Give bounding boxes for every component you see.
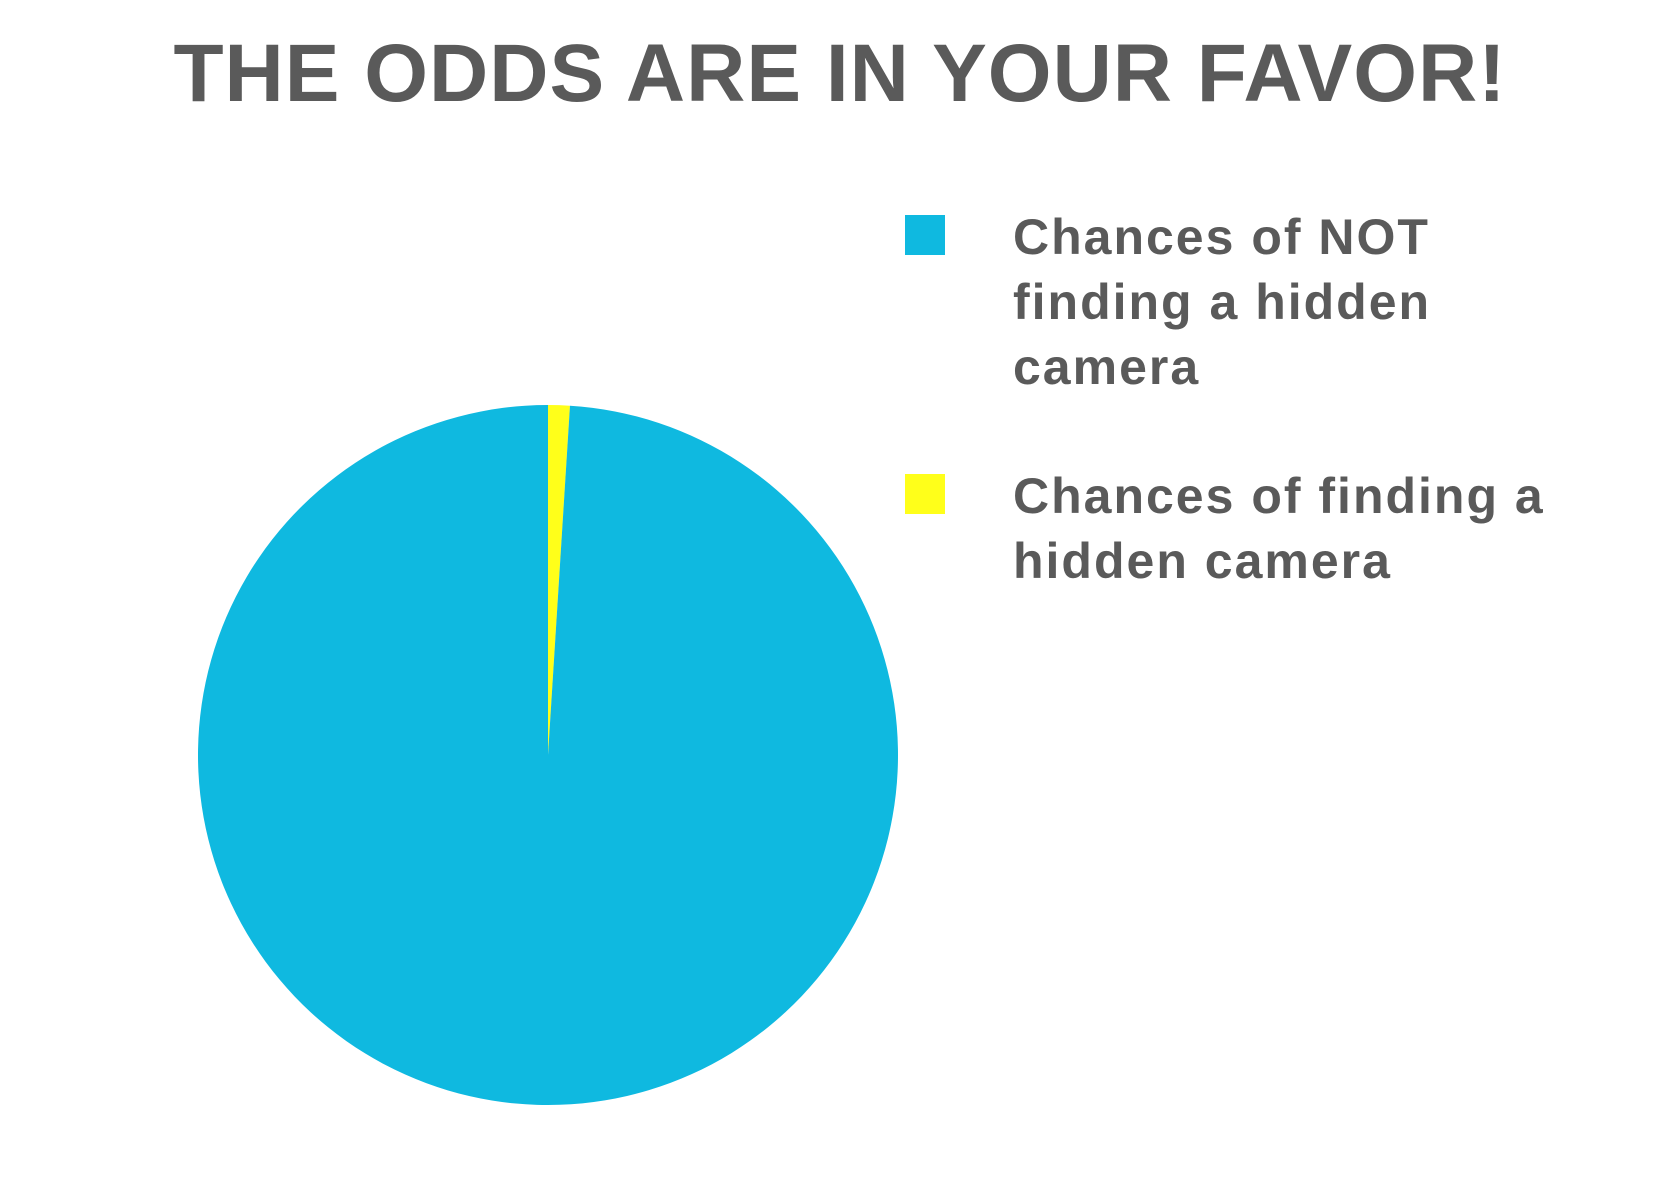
legend-entry-not-finding: Chances of NOT finding a hidden camera [905,205,1625,400]
legend-swatch-not-finding [905,215,945,255]
legend-label-finding: Chances of finding a hidden camera [1013,468,1545,589]
legend-label-not-finding: Chances of NOT finding a hidden camera [1013,209,1432,395]
chart-title: THE ODDS ARE IN YOUR FAVOR! [173,28,1507,119]
pie-slice-1 [197,405,898,1106]
legend-swatch-finding [905,474,945,514]
legend-entry-finding: Chances of finding a hidden camera [905,464,1625,594]
pie-slice-0 [548,405,570,755]
